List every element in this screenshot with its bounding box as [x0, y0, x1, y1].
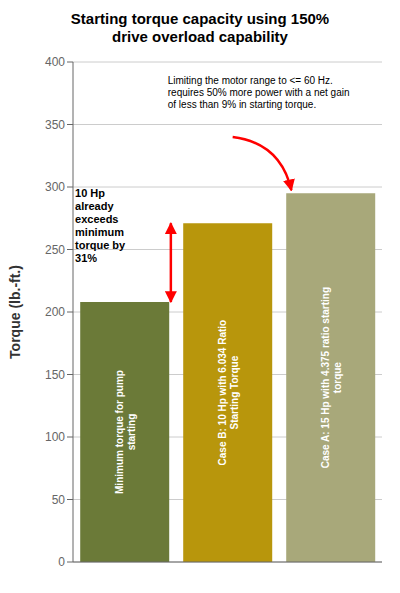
svg-text:400: 400 — [45, 55, 65, 69]
svg-text:Torque (lb.-ft.): Torque (lb.-ft.) — [8, 265, 23, 359]
svg-text:200: 200 — [45, 305, 65, 319]
svg-text:350: 350 — [45, 118, 65, 132]
svg-text:Limiting the motor range to <=: Limiting the motor range to <= 60 Hz.req… — [168, 75, 350, 110]
svg-text:0: 0 — [58, 555, 65, 569]
svg-text:10 Hpalreadyexceedsminimumtorq: 10 Hpalreadyexceedsminimumtorque by31% — [75, 187, 126, 264]
svg-text:50: 50 — [52, 493, 66, 507]
svg-text:Case B: 10 Hp with 6.034 Ratio: Case B: 10 Hp with 6.034 RatioStarting T… — [217, 320, 240, 466]
svg-text:Minimum torque for pumpstartin: Minimum torque for pumpstarting — [114, 370, 137, 494]
html-text:Starting torque capacity using: Starting torque capacity using 150% driv… — [70, 10, 330, 45]
svg-text:250: 250 — [45, 243, 65, 257]
svg-text:Case A: 15 Hp with 4.375 ratio: Case A: 15 Hp with 4.375 ratio startingt… — [320, 287, 343, 468]
svg-text:150: 150 — [45, 368, 65, 382]
svg-text:100: 100 — [45, 430, 65, 444]
svg-text:300: 300 — [45, 180, 65, 194]
